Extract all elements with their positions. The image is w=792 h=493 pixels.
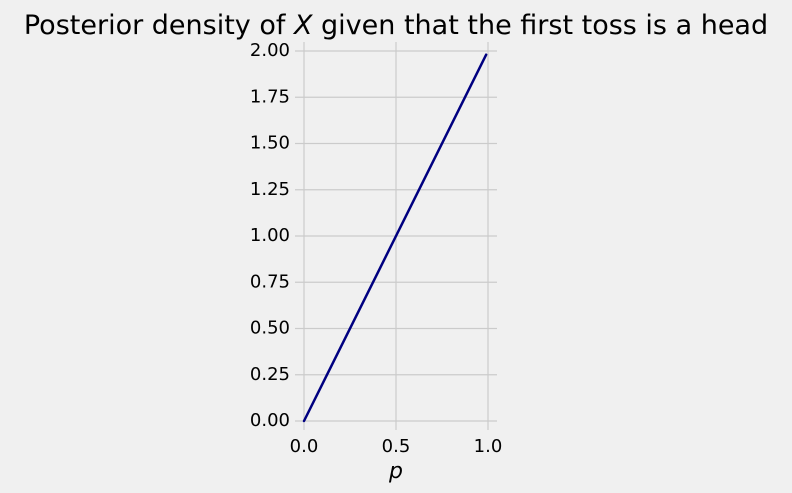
x-tick-label-0: 0.0 — [290, 436, 319, 457]
y-tick-label-2: 0.50 — [250, 318, 290, 339]
y-tick-labels: 0.00 0.25 0.50 0.75 1.00 1.25 1.50 1.75 2.00 — [250, 40, 290, 431]
y-tick-label-6: 1.50 — [250, 133, 290, 154]
y-tick-label-1: 0.25 — [250, 364, 290, 385]
series-layer — [302, 53, 488, 423]
x-tick-label-2: 1.0 — [474, 436, 503, 457]
x-tick-label-1: 0.5 — [382, 436, 411, 457]
chart-title-prefix: Posterior density of — [24, 10, 294, 41]
y-tick-label-3: 0.75 — [250, 271, 290, 292]
chart-title-variable: X — [292, 10, 313, 41]
y-tick-label-7: 1.75 — [250, 86, 290, 107]
grid-layer — [295, 42, 497, 430]
y-tick-label-8: 2.00 — [250, 40, 290, 61]
series-line-0 — [302, 53, 488, 423]
y-tick-label-5: 1.25 — [250, 179, 290, 200]
chart-title-suffix: given that the first toss is a head — [312, 10, 768, 41]
chart-title: Posterior density of X given that the fi… — [24, 10, 768, 41]
x-tick-labels: 0.0 0.5 1.0 — [290, 436, 503, 457]
y-tick-label-0: 0.00 — [250, 410, 290, 431]
x-axis-label: p — [388, 459, 403, 484]
y-tick-label-4: 1.00 — [250, 225, 290, 246]
